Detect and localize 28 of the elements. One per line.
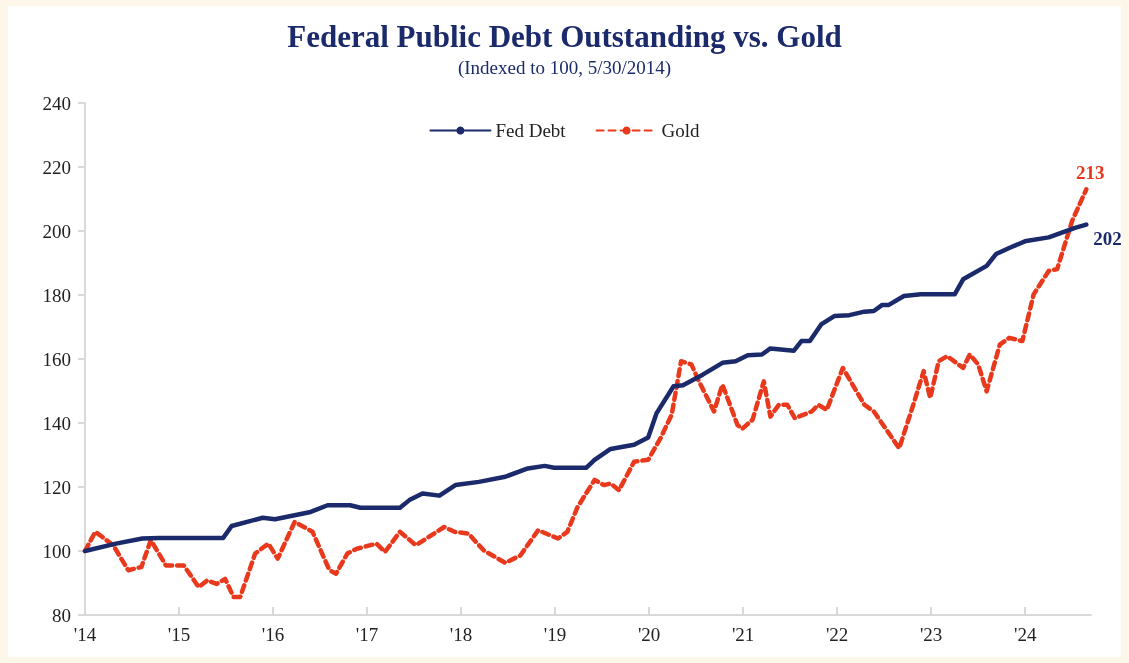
- chart-subtitle: (Indexed to 100, 5/30/2014): [457, 57, 672, 79]
- x-tick-label: '16: [261, 624, 285, 645]
- x-tick-label: '18: [449, 624, 473, 645]
- y-tick-label: 140: [42, 412, 71, 434]
- y-tick-label: 80: [52, 604, 71, 626]
- y-tick-label: 180: [42, 284, 71, 306]
- x-tick-label: '17: [355, 624, 379, 645]
- x-tick-label: '24: [1013, 624, 1037, 645]
- data-label: 202: [1093, 228, 1122, 250]
- x-tick-label: '23: [919, 624, 943, 645]
- y-tick-label: 220: [42, 156, 71, 178]
- x-tick-label: '19: [543, 624, 567, 645]
- x-tick-label: '14: [73, 624, 97, 645]
- x-tick-label: '15: [167, 624, 191, 645]
- x-tick-label: '21: [731, 624, 755, 645]
- y-tick-label: 120: [42, 476, 71, 498]
- legend-label: Fed Debt: [495, 120, 567, 141]
- line-series: [82, 222, 1089, 554]
- x-tick-label: '22: [825, 624, 849, 645]
- y-tick-label: 160: [42, 348, 71, 370]
- x-tick-label: '20: [637, 624, 661, 645]
- y-tick-label: 100: [42, 540, 71, 562]
- y-tick-label: 240: [42, 92, 71, 114]
- line-series: [82, 187, 1089, 600]
- data-label: 213: [1076, 162, 1105, 184]
- chart-title: Federal Public Debt Outstanding vs. Gold: [287, 19, 842, 54]
- legend-label: Gold: [661, 120, 701, 141]
- y-tick-label: 200: [42, 220, 71, 242]
